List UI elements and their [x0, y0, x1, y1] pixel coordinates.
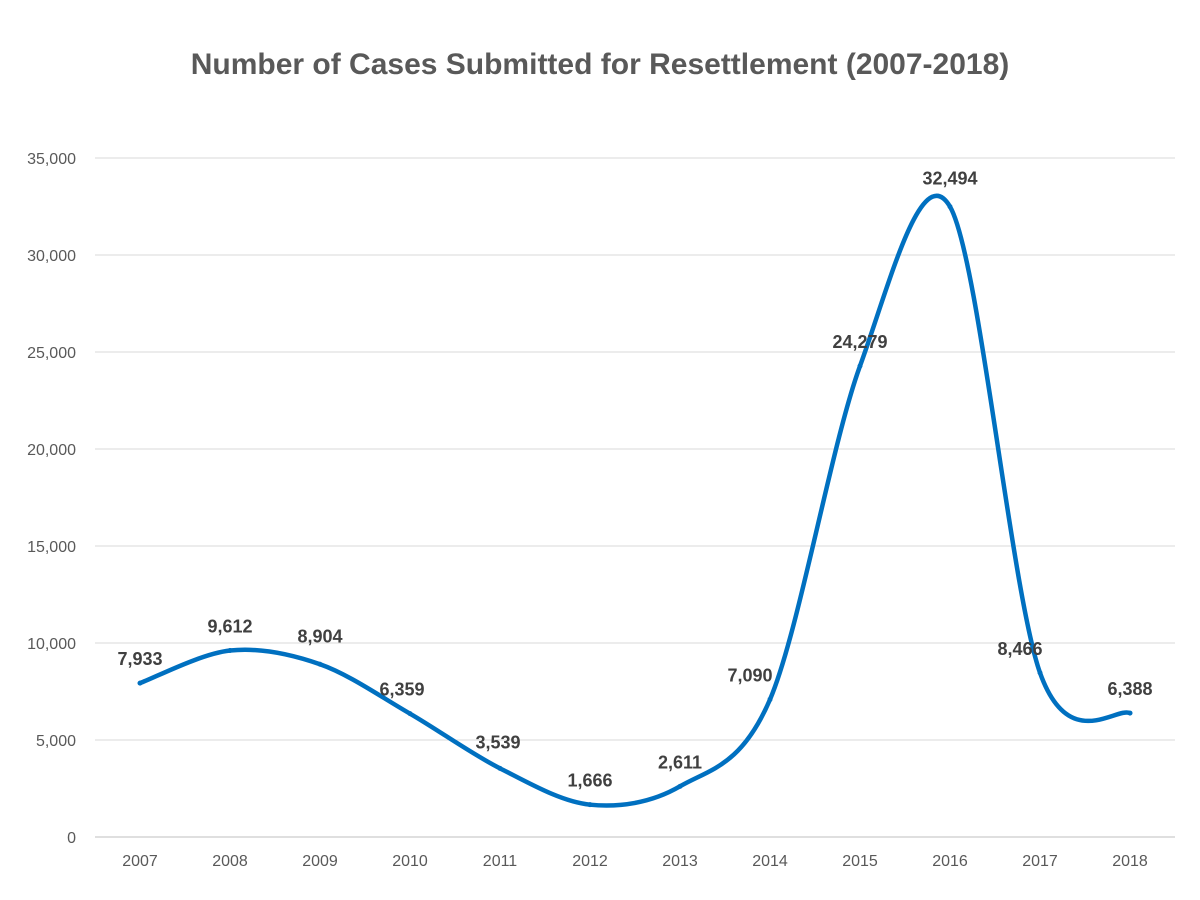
- data-point: [137, 680, 143, 686]
- data-label: 7,933: [117, 649, 162, 669]
- x-tick-label: 2017: [1022, 853, 1058, 870]
- data-point: [1037, 670, 1043, 676]
- data-label: 2,611: [658, 752, 702, 772]
- data-point: [857, 363, 863, 369]
- x-tick-label: 2014: [752, 853, 788, 870]
- data-point: [317, 661, 323, 667]
- data-label: 32,494: [922, 169, 977, 189]
- data-point: [947, 204, 953, 210]
- data-label: 7,090: [727, 665, 772, 685]
- x-tick-label: 2016: [932, 853, 968, 870]
- y-tick-label: 10,000: [27, 636, 76, 653]
- data-label: 8,466: [997, 639, 1042, 659]
- x-tick-label: 2009: [302, 853, 338, 870]
- y-tick-label: 0: [67, 830, 76, 847]
- data-label: 6,359: [379, 680, 424, 700]
- data-point: [407, 711, 413, 717]
- data-point: [227, 648, 233, 654]
- y-tick-label: 20,000: [27, 442, 76, 459]
- x-tick-label: 2008: [212, 853, 248, 870]
- data-label: 1,666: [567, 771, 612, 791]
- x-tick-label: 2015: [842, 853, 878, 870]
- data-point: [497, 765, 503, 771]
- x-tick-label: 2011: [483, 853, 518, 870]
- data-label: 6,388: [1107, 679, 1152, 699]
- y-tick-label: 5,000: [36, 733, 76, 750]
- x-tick-label: 2013: [662, 853, 698, 870]
- data-label: 24,279: [832, 332, 887, 352]
- data-point: [767, 696, 773, 702]
- x-tick-label: 2012: [572, 853, 608, 870]
- y-tick-label: 25,000: [27, 345, 76, 362]
- chart-title: Number of Cases Submitted for Resettleme…: [190, 48, 1010, 81]
- data-point: [677, 783, 683, 789]
- x-tick-label: 2018: [1112, 853, 1148, 870]
- y-tick-label: 15,000: [27, 539, 76, 556]
- data-label: 3,539: [475, 732, 520, 752]
- data-label: 8,904: [297, 626, 342, 646]
- x-tick-label: 2007: [122, 853, 158, 870]
- y-tick-label: 30,000: [27, 248, 76, 265]
- x-tick-label: 2010: [392, 853, 428, 870]
- data-point: [1127, 710, 1133, 716]
- data-point: [587, 802, 593, 808]
- series-line: [137, 193, 1133, 808]
- data-label: 9,612: [207, 617, 252, 637]
- y-tick-label: 35,000: [27, 151, 76, 168]
